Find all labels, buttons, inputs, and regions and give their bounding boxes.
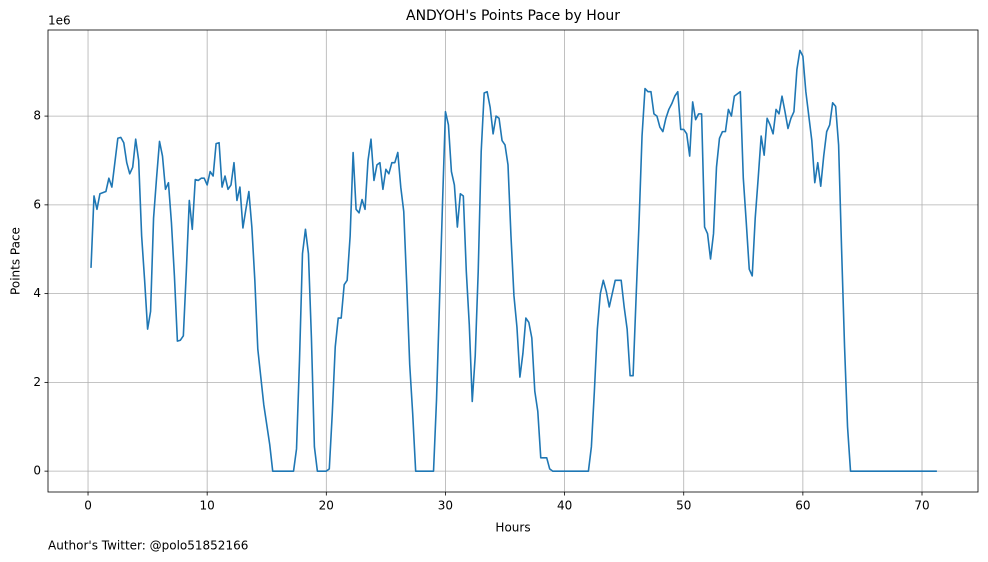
plot-frame: [47, 29, 979, 493]
chart-title: ANDYOH's Points Pace by Hour: [406, 8, 620, 24]
x-tick-label: 30: [438, 499, 453, 513]
x-tick-label: 60: [795, 499, 810, 513]
y-axis-label: Points Pace: [9, 227, 23, 295]
x-axis-label: Hours: [495, 521, 530, 535]
x-tick-label: 50: [676, 499, 691, 513]
x-tick-label: 40: [557, 499, 572, 513]
y-tick-label: 2: [33, 375, 41, 389]
y-offset-label: 1e6: [48, 14, 71, 28]
x-tick-label: 10: [200, 499, 215, 513]
x-tick-label: 20: [319, 499, 334, 513]
y-tick-label: 0: [33, 464, 41, 478]
y-tick-label: 8: [33, 109, 41, 123]
y-tick-label: 4: [33, 286, 41, 300]
x-tick-label: 0: [84, 499, 92, 513]
x-tick-label: 70: [914, 499, 929, 513]
y-tick-label: 6: [33, 197, 41, 211]
footer: Author's Twitter: @polo51852166: [48, 539, 248, 553]
data-line: [90, 49, 937, 472]
